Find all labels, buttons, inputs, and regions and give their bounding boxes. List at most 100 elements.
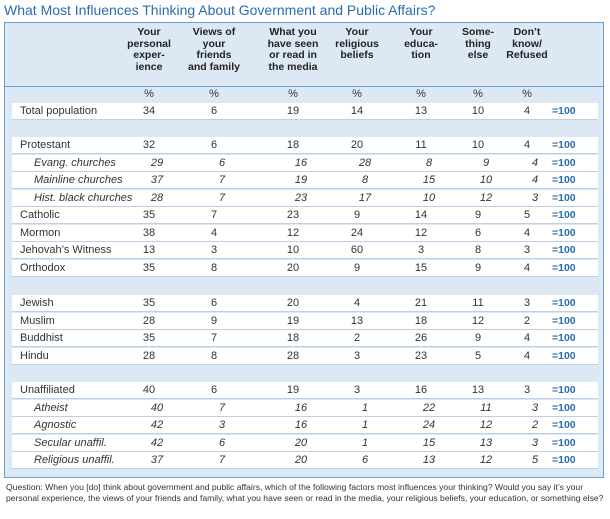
value: 20 <box>286 261 300 274</box>
header-line: the media <box>268 60 318 73</box>
row-bg <box>12 434 598 452</box>
row-label: Protestant <box>20 139 71 151</box>
value: 20 <box>294 436 308 449</box>
value: 42 <box>150 436 164 449</box>
value: 4 <box>531 174 539 186</box>
column-header: Views of your friends and family <box>188 26 240 73</box>
value: 9 <box>474 209 482 221</box>
value: 4 <box>210 226 218 239</box>
value: 2 <box>531 419 539 431</box>
value: 40 <box>142 384 156 396</box>
column-header: Your personal exper-ience <box>127 26 171 73</box>
value: 7 <box>210 332 218 344</box>
value: 7 <box>210 209 218 221</box>
row-bg <box>12 295 598 312</box>
value: 7 <box>218 174 226 186</box>
value: 14 <box>350 105 364 117</box>
value: 10 <box>471 139 485 151</box>
value: 16 <box>294 419 308 431</box>
value: 11 <box>480 401 492 414</box>
value: 13 <box>350 314 364 327</box>
header-line: religious <box>335 37 379 50</box>
value: 28 <box>142 314 156 327</box>
header-line: What you <box>269 26 317 38</box>
row-label: Agnostic <box>34 419 77 431</box>
value: 35 <box>142 297 156 309</box>
row-label: Jehovah’s Witness <box>20 244 112 256</box>
header-line: friends <box>196 49 232 61</box>
row-bg <box>12 242 598 259</box>
value: 20 <box>294 454 308 466</box>
value: 4 <box>353 297 361 309</box>
value: 3 <box>523 384 531 396</box>
value: 12 <box>286 226 300 239</box>
value: 12 <box>479 419 493 431</box>
row-bg <box>12 347 598 365</box>
value: 23 <box>414 349 428 362</box>
unit: % <box>144 88 154 100</box>
value: 8 <box>425 156 433 169</box>
value: 60 <box>350 244 364 256</box>
value: 9 <box>353 261 361 274</box>
row-bg <box>12 137 598 154</box>
value: 40 <box>150 401 164 414</box>
value: 15 <box>414 261 428 274</box>
header-line: ience <box>135 60 163 73</box>
value: 28 <box>142 349 156 362</box>
value: 28 <box>286 349 300 362</box>
column-header: Your religious beliefs <box>335 26 379 62</box>
value: 11 <box>415 139 427 151</box>
value: 5 <box>523 209 531 221</box>
row-label: Orthodox <box>20 261 66 274</box>
value: 3 <box>210 244 218 256</box>
unit: % <box>352 88 362 100</box>
unit: % <box>522 88 532 100</box>
value: 3 <box>531 191 539 204</box>
value: 32 <box>142 139 156 151</box>
row-label: Muslim <box>20 314 55 327</box>
value: 1 <box>361 419 369 431</box>
total: =100 <box>552 156 576 169</box>
value: 9 <box>474 261 482 274</box>
total: =100 <box>552 105 576 117</box>
value: 10 <box>471 105 485 117</box>
value: 15 <box>422 174 436 186</box>
row-label: Buddhist <box>20 332 63 344</box>
value: 3 <box>531 436 539 449</box>
value: 16 <box>414 384 428 396</box>
row-label: Hindu <box>20 349 49 362</box>
value: 3 <box>523 244 531 256</box>
unit: % <box>209 88 219 100</box>
value: 20 <box>350 139 364 151</box>
header-line: or read in <box>269 49 317 61</box>
value: 6 <box>218 156 226 169</box>
header-line: exper- <box>133 49 165 61</box>
value: 6 <box>210 384 218 396</box>
value: 6 <box>361 454 369 466</box>
header-line: Don’t <box>513 26 541 38</box>
value: 37 <box>150 174 164 186</box>
value: 4 <box>523 349 531 362</box>
row-label: Jewish <box>20 297 54 309</box>
total: =100 <box>552 384 576 396</box>
header-line: have seen <box>267 37 319 50</box>
value: 29 <box>150 156 164 169</box>
value: 14 <box>414 209 428 221</box>
value: 17 <box>358 191 372 204</box>
unit: % <box>473 88 483 100</box>
total: =100 <box>552 314 576 327</box>
value: 6 <box>210 139 218 151</box>
total: =100 <box>552 419 576 431</box>
total: =100 <box>552 349 576 362</box>
column-header: Don’t know/Refused <box>506 26 547 62</box>
header-line: beliefs <box>340 49 374 61</box>
value: 3 <box>353 349 361 362</box>
value: 35 <box>142 261 156 274</box>
total: =100 <box>552 332 576 344</box>
header-line: Your <box>409 26 433 38</box>
value: 6 <box>474 226 482 239</box>
value: 10 <box>422 191 436 204</box>
row-bg <box>12 399 598 417</box>
value: 15 <box>422 436 436 449</box>
value: 13 <box>471 384 485 396</box>
